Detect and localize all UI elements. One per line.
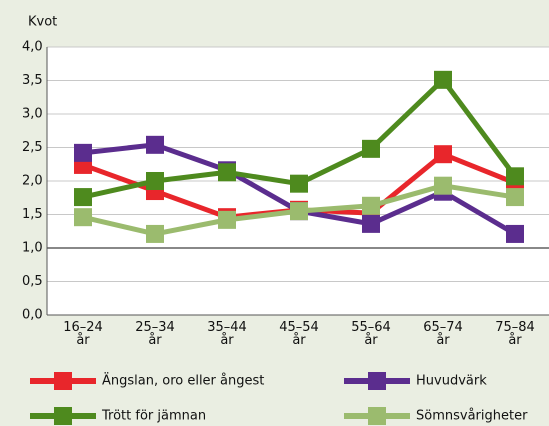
x-tick-label: 16–24 år — [63, 320, 103, 348]
point-marker — [146, 135, 164, 154]
legend-marker — [54, 372, 72, 390]
point-marker — [74, 208, 92, 227]
y-tick-label: 2,0 — [22, 174, 43, 189]
point-marker — [506, 188, 524, 207]
point-marker — [290, 202, 308, 221]
y-axis-label: Kvot — [28, 15, 57, 30]
x-tick-label: 45–54 år — [279, 320, 319, 348]
legend-marker — [368, 407, 386, 425]
x-tick-label: 25–34 år — [135, 320, 175, 348]
y-tick-label: 0,0 — [22, 308, 43, 323]
x-tick-label: 65–74 år — [423, 320, 463, 348]
legend-label: Sömnsvårigheter — [416, 409, 528, 424]
point-marker — [218, 163, 236, 182]
legend-label: Huvudvärk — [416, 374, 487, 389]
legend-label: Ängslan, oro eller ångest — [102, 373, 264, 389]
legend-marker — [54, 407, 72, 425]
y-tick-label: 4,0 — [22, 40, 43, 55]
point-marker — [218, 210, 236, 229]
point-marker — [74, 188, 92, 207]
point-marker — [362, 196, 380, 215]
legend-label: Trött för jämnan — [101, 409, 206, 424]
legend-marker — [368, 372, 386, 390]
point-marker — [506, 224, 524, 243]
point-marker — [506, 167, 524, 186]
x-tick-label: 35–44 år — [207, 320, 247, 348]
y-tick-label: 3,5 — [22, 73, 43, 88]
point-marker — [434, 176, 452, 195]
x-tick-label: 75–84 år — [495, 320, 535, 348]
x-tick-label: 55–64 år — [351, 320, 391, 348]
point-marker — [74, 143, 92, 162]
point-marker — [146, 224, 164, 243]
point-marker — [290, 174, 308, 193]
point-marker — [434, 70, 452, 89]
y-tick-label: 1,5 — [22, 207, 43, 222]
y-tick-label: 2,5 — [22, 140, 43, 155]
point-marker — [434, 145, 452, 164]
y-tick-label: 1,0 — [22, 241, 43, 256]
point-marker — [146, 172, 164, 190]
point-marker — [362, 214, 380, 233]
y-tick-label: 0,5 — [22, 274, 43, 289]
y-tick-label: 3,0 — [22, 107, 43, 122]
point-marker — [362, 139, 380, 158]
